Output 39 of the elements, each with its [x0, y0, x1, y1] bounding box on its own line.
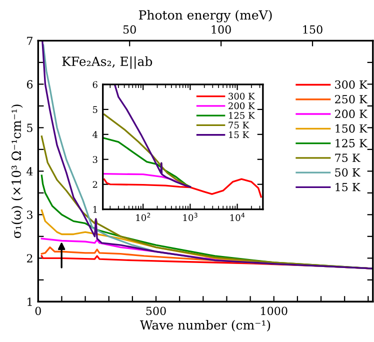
legend-label: 15 K [229, 131, 250, 138]
x-axis-title: Wave number (cm⁻¹) [140, 320, 270, 332]
y-tick-label: 6 [92, 81, 98, 88]
y-tick-label: 4 [26, 167, 33, 176]
legend-label: 50 K [335, 168, 360, 177]
x-tick-label: 1000 [261, 306, 288, 316]
x-tick-label: 10$^{3}$ [183, 212, 198, 222]
legend-label: 150 K [336, 124, 368, 133]
y-tick-label: 3 [92, 156, 98, 163]
y-axis-title: σ₁(ω) (×10³ Ω⁻¹cm⁻¹) [11, 104, 23, 238]
y-tick-label: 3 [27, 210, 32, 220]
y-tick-label: 6 [26, 80, 33, 89]
legend-label: 15 K [336, 182, 360, 192]
y-tick-label: 2 [26, 254, 32, 262]
x2-tick-label: 100 [212, 25, 231, 34]
legend-label: 250 K [335, 95, 368, 104]
legend-label: 125 K [229, 112, 255, 119]
y-tick-label: 5 [27, 124, 32, 132]
legend-label: 75 K [228, 122, 250, 129]
y-tick-label: 1 [93, 206, 97, 213]
legend-label: 300 K [335, 80, 368, 89]
legend-label: 300 K [228, 92, 255, 100]
y-tick-label: 4 [92, 131, 98, 138]
y-tick-label: 1 [28, 298, 32, 306]
y-tick-label: 5 [93, 106, 98, 113]
legend-label: 200 K [335, 110, 368, 118]
x-tick-label: 10$^{4}$ [230, 212, 245, 222]
annotation: KFe₂As₂, E||ab [62, 56, 152, 69]
x2-tick-label: 50 [123, 25, 136, 34]
legend-label: 125 K [336, 138, 368, 148]
x2-axis-title: Photon energy (meV) [138, 10, 272, 22]
y-tick-label: 2 [92, 181, 98, 188]
legend-label: 200 K [228, 102, 255, 110]
x-tick-label: 10$^{2}$ [136, 212, 150, 222]
x-tick-label: 500 [146, 306, 166, 316]
legend-label: 75 K [335, 154, 360, 162]
x-tick-label: 0 [35, 306, 41, 316]
y-tick-label: 7 [27, 36, 32, 45]
x2-tick-label: 150 [303, 25, 322, 34]
